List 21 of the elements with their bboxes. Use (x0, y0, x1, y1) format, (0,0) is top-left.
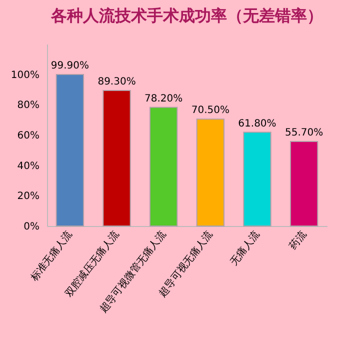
y-tick-label: 60% (17, 130, 40, 142)
data-label: 99.90% (50, 60, 90, 72)
x-tick-label: 药流 (287, 228, 309, 252)
data-label: 78.20% (144, 93, 183, 104)
x-tick-label: 无痛人流 (228, 228, 262, 268)
bar (56, 74, 84, 226)
data-label: 55.70% (284, 128, 324, 139)
bar (196, 118, 224, 226)
data-label: 61.80% (238, 118, 276, 130)
y-tick-label: 100% (10, 70, 40, 81)
y-tick-label: 80% (17, 100, 40, 112)
data-label: 89.30% (98, 76, 136, 88)
y-tick-label: 40% (17, 160, 40, 172)
bar (290, 141, 318, 226)
data-label: 70.50% (191, 105, 230, 116)
bar (150, 106, 178, 226)
y-tick-label: 0% (24, 222, 40, 232)
bar (243, 132, 272, 226)
y-tick-label: 20% (17, 191, 40, 202)
chart-title: 各种人流技术手术成功率（无差错率） (50, 6, 323, 25)
bar (102, 90, 131, 226)
